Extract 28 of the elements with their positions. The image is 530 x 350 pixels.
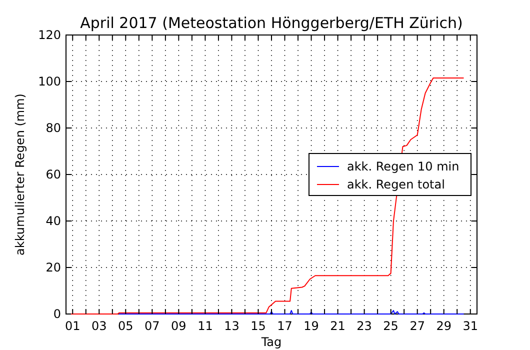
y-tick-label: 120 — [38, 28, 61, 42]
x-tick-label: 09 — [171, 319, 186, 333]
x-axis-title: Tag — [260, 335, 282, 349]
x-tick-label: 15 — [250, 319, 266, 333]
y-axis-title: akkumulierter Regen (mm) — [13, 94, 27, 256]
x-tick-label: 31 — [462, 319, 478, 333]
y-tick-label: 60 — [46, 168, 61, 182]
x-tick-label: 07 — [144, 319, 160, 333]
x-tick-label: 25 — [383, 319, 398, 333]
legend-label: akk. Regen 10 min — [347, 160, 460, 174]
x-tick-label: 21 — [330, 319, 346, 333]
x-tick-label: 29 — [436, 319, 452, 333]
y-tick-label: 40 — [46, 214, 61, 228]
x-tick-label: 03 — [92, 319, 107, 333]
legend-label: akk. Regen total — [347, 178, 445, 192]
x-tick-label: 27 — [410, 319, 425, 333]
y-tick-label: 20 — [46, 260, 61, 274]
y-tick-label: 80 — [46, 121, 61, 135]
x-tick-label: 11 — [198, 319, 213, 333]
x-tick-label: 19 — [304, 319, 319, 333]
x-tick-label: 01 — [64, 319, 80, 333]
y-tick-label: 0 — [53, 307, 61, 321]
x-tick-label: 17 — [277, 319, 292, 333]
x-tick-label: 05 — [118, 319, 134, 333]
x-tick-label: 13 — [224, 319, 240, 333]
y-tick-label: 100 — [38, 74, 61, 88]
x-tick-label: 23 — [356, 319, 372, 333]
chart-title: April 2017 (Meteostation Hönggerberg/ETH Zürich) — [80, 14, 463, 32]
